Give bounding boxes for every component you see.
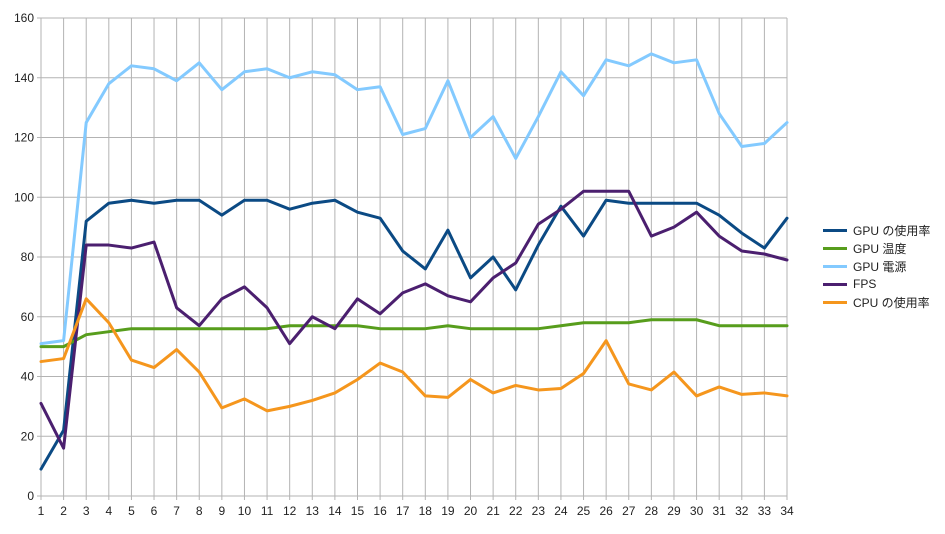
x-tick-labels: 1 2 3 4 5 6 7 8 9 10 11 12 13 14 15 16 17 18 19 20 21 22 23 24 2… bbox=[38, 504, 794, 518]
x-tick-label: 24 bbox=[554, 504, 568, 518]
legend-item: GPU 温度 bbox=[823, 239, 930, 257]
x-tick-label: 21 bbox=[486, 504, 500, 518]
x-tick-label: 22 bbox=[509, 504, 523, 518]
series-line-1 bbox=[39, 318, 789, 349]
y-tick-label: 60 bbox=[21, 310, 35, 324]
x-tick-label: 19 bbox=[441, 504, 455, 518]
legend-label: GPU 温度 bbox=[853, 241, 907, 256]
x-tick-label: 13 bbox=[306, 504, 320, 518]
x-tick-label: 30 bbox=[690, 504, 704, 518]
x-tick-label: 2 bbox=[60, 504, 67, 518]
y-tick-labels: 0 20 40 60 80 100 120 140 160 bbox=[14, 11, 34, 503]
y-tick-label: 120 bbox=[14, 131, 34, 145]
x-tick-label: 20 bbox=[464, 504, 478, 518]
x-tick-label: 10 bbox=[238, 504, 252, 518]
x-tick-label: 25 bbox=[577, 504, 591, 518]
x-tick-label: 32 bbox=[735, 504, 749, 518]
series-line-4 bbox=[39, 297, 789, 413]
axes bbox=[37, 17, 788, 500]
legend-swatch bbox=[823, 282, 847, 286]
x-tick-label: 7 bbox=[173, 504, 180, 518]
y-tick-label: 20 bbox=[21, 429, 35, 443]
x-tick-label: 3 bbox=[83, 504, 90, 518]
legend-label: GPU の使用率 bbox=[853, 223, 931, 238]
legend-label: GPU 電源 bbox=[853, 259, 907, 274]
x-tick-label: 33 bbox=[758, 504, 772, 518]
x-tick-label: 34 bbox=[780, 504, 794, 518]
chart-legend: GPU の使用率 GPU 温度 GPU 電源 FPS CPU の使用率 bbox=[823, 221, 930, 311]
legend-label: FPS bbox=[853, 277, 877, 291]
x-tick-label: 31 bbox=[713, 504, 727, 518]
x-tick-label: 12 bbox=[283, 504, 297, 518]
x-tick-label: 23 bbox=[532, 504, 546, 518]
x-tick-label: 6 bbox=[151, 504, 158, 518]
x-tick-label: 5 bbox=[128, 504, 135, 518]
y-tick-label: 100 bbox=[14, 190, 34, 204]
legend-label: CPU の使用率 bbox=[853, 295, 930, 310]
x-tick-label: 8 bbox=[196, 504, 203, 518]
x-tick-label: 16 bbox=[373, 504, 387, 518]
series-line-3 bbox=[39, 189, 789, 450]
legend-swatch bbox=[823, 246, 847, 250]
series-line-0 bbox=[39, 198, 789, 471]
x-tick-label: 4 bbox=[105, 504, 112, 518]
legend-swatch bbox=[823, 300, 847, 304]
y-tick-label: 140 bbox=[14, 71, 34, 85]
series-lines bbox=[39, 52, 789, 471]
grid-lines bbox=[41, 17, 788, 496]
y-tick-label: 160 bbox=[14, 11, 34, 25]
series-line-2 bbox=[39, 52, 789, 346]
x-tick-label: 26 bbox=[599, 504, 613, 518]
legend-item: CPU の使用率 bbox=[823, 293, 930, 311]
x-tick-label: 27 bbox=[622, 504, 636, 518]
x-tick-label: 29 bbox=[667, 504, 681, 518]
x-tick-label: 11 bbox=[261, 504, 274, 518]
y-tick-label: 0 bbox=[27, 489, 34, 503]
x-tick-label: 9 bbox=[219, 504, 226, 518]
y-tick-label: 40 bbox=[21, 370, 35, 384]
legend-swatch bbox=[823, 228, 847, 232]
x-tick-label: 15 bbox=[351, 504, 365, 518]
x-tick-label: 17 bbox=[396, 504, 410, 518]
x-tick-label: 1 bbox=[38, 504, 45, 518]
legend-item: GPU の使用率 bbox=[823, 221, 930, 239]
y-tick-label: 80 bbox=[21, 250, 35, 264]
legend-item: FPS bbox=[823, 275, 930, 293]
x-tick-label: 28 bbox=[645, 504, 659, 518]
x-tick-label: 14 bbox=[328, 504, 342, 518]
x-tick-label: 18 bbox=[419, 504, 433, 518]
legend-swatch bbox=[823, 264, 847, 268]
legend-item: GPU 電源 bbox=[823, 257, 930, 275]
